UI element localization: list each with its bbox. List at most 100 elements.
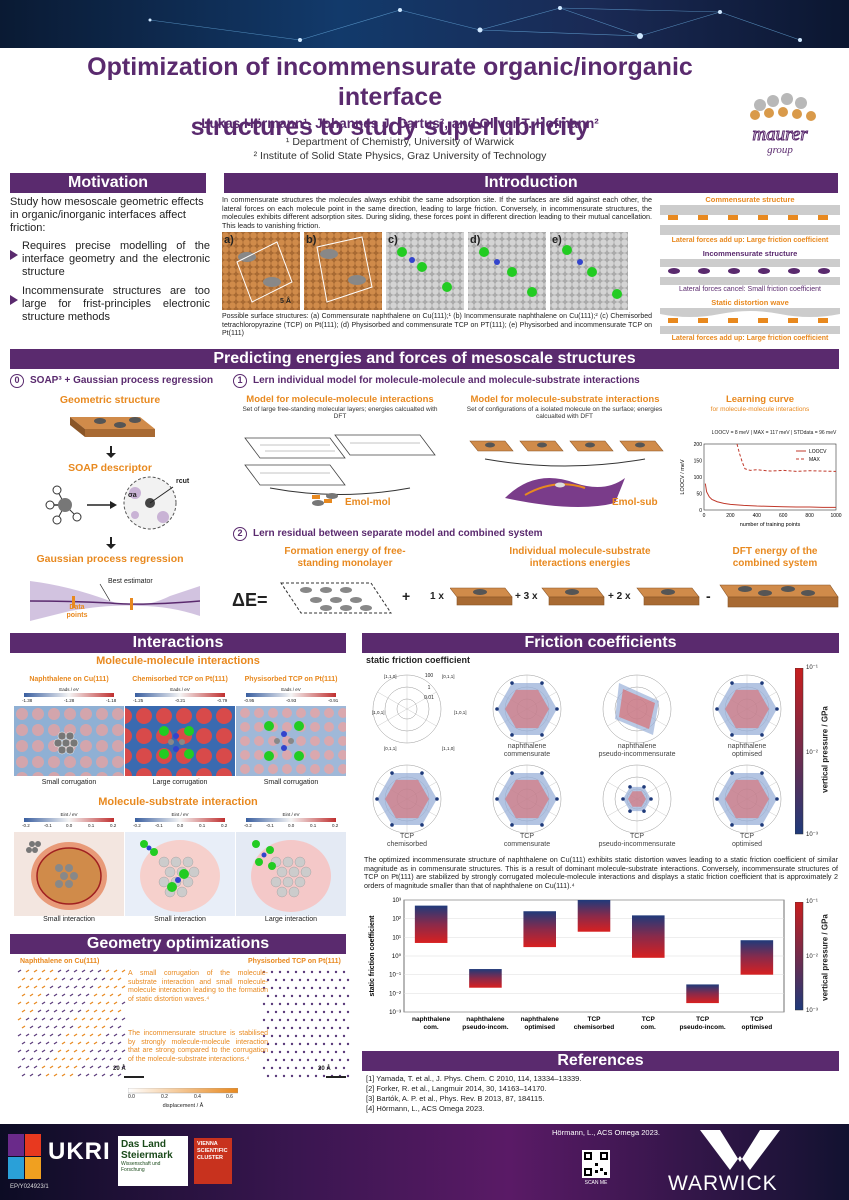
introduction-heading: Introduction [224,173,838,193]
sigma-label: σa [128,492,137,499]
molecule-dot [121,1001,126,1005]
qr-code[interactable] [582,1150,610,1178]
bar-category-label: optimised [742,1024,773,1031]
schematic-title-1: Commensurate structure [705,195,795,204]
q3-tick-3: 0.1 [310,823,317,828]
bar-category-label: pseudo-incom. [679,1024,725,1031]
molecule-dot [73,1065,78,1069]
molecule-dot [318,1018,322,1022]
molecule-dot [61,977,66,981]
molecule-dot [338,1010,342,1014]
molecule-dot [37,1025,42,1029]
ms-model-title: Model for molecule-substrate interaction… [470,394,660,405]
molecule-dot [93,1025,98,1029]
p1-tick-0: -1.38 [22,698,33,703]
polar-caption-line: optimised [732,841,762,848]
geometry-right-title: Physisorbed TCP on Pt(111) [248,958,341,965]
molecule-dot [274,1026,278,1030]
mm-maps [14,706,346,776]
individual-energies-title: Individual molecule-substrate interactio… [509,546,651,569]
molecule-dot [262,1066,266,1070]
header-banner [0,0,849,48]
molecule-dot [286,1066,290,1070]
molecule-dot [113,1001,118,1005]
p2-caption: Large corrugation [152,779,208,786]
bar-range [740,940,774,975]
molecule-dot [81,1033,86,1037]
molecule-dot [113,1017,118,1021]
polar-caption-line: optimised [732,751,762,758]
dir-3: [1,0,1] [454,710,467,715]
molecule-dot [286,1034,290,1038]
molecule-dot [310,1050,314,1054]
molecule-dot [266,1058,270,1062]
molecule-dot [73,985,78,989]
molecule-dot [282,1010,286,1014]
polar-caption-line: TCP [740,833,754,840]
formation-energy-title: Formation energy of free-standing monola… [284,546,406,569]
molecule-dot [97,1017,102,1021]
molecule-dot [37,1009,42,1013]
p3-tick-1: -0.93 [286,698,297,703]
molecule-dot [294,970,298,974]
molecule-dot [342,970,346,974]
molecule-dot [278,1034,282,1038]
q3-tick-2: 0.0 [288,823,295,828]
poster-title: Optimization of incommensurate organic/i… [40,52,740,142]
geometry-heading: Geometry optimizations [10,934,346,954]
molecule-dot [25,969,30,973]
plus-sign: + [402,588,411,604]
molecule-dot [57,1017,62,1021]
molecule-dot [29,993,34,997]
molecule-dot [109,1073,114,1077]
ms-model-graphic [469,440,664,507]
molecule-dot [45,977,50,981]
p1-cb-label: Eads / eV [59,687,79,692]
molecule-dot [49,1049,54,1053]
molecule-dot [85,1073,90,1077]
molecule-dot [101,1025,106,1029]
bar-pressure-cb-label: vertical pressure / GPa [820,914,830,1001]
molecule-dot [29,977,34,981]
molecule-dot [330,1042,334,1046]
molecule-dot [61,1025,66,1029]
molecule-dot [101,993,106,997]
step-2-label: 2 Lern residual between separate model a… [233,527,833,541]
p3-caption: Small corrugation [263,779,319,786]
molecule-dot [33,1033,38,1037]
bar-category-label: pseudo-incom. [462,1024,508,1031]
molecule-dot [306,1026,310,1030]
mm-interactions-panels: Naphthalene on Cu(111) Chemisorbed TCP o… [14,671,346,796]
molecule-dot [89,1033,94,1037]
panel-label-b: b) [306,234,317,246]
molecule-dot [346,1058,350,1062]
friction-schematics: Commensurate structure Lateral forces ad… [660,192,840,347]
dft-energy-title: DFT energy of the combined system [732,546,818,569]
polar-caption-line: TCP [630,833,644,840]
lc-xtick: 800 [805,513,814,519]
motivation-bullet-2: Incommensurate structures are too large … [10,285,210,325]
q1-cb-label: Eint / eV [60,812,78,817]
molecule-dot [21,1025,26,1029]
molecule-dot [306,1010,310,1014]
reference-item: [4] Hörmann, L., ACS Omega 2023. [366,1104,485,1113]
bar-category-label: naphthalene [412,1016,451,1023]
molecule-dot [41,1001,46,1005]
q1-tick-3: 0.1 [88,823,95,828]
lc-series-loocv [704,483,836,508]
p2-tick-0: -1.25 [133,698,144,703]
svg-text:group: group [767,144,793,156]
molecule-dot [65,1033,70,1037]
molecule-dot [322,994,326,998]
molecule-dot [41,969,46,973]
polar-plot [712,674,782,744]
ms-interactions-panels: Eint / eV Eint / eV Eint / eV -0.2 -0.1 … [14,812,346,927]
molecule-dot [21,993,26,997]
polar-caption-line: commensurate [503,841,551,848]
molecule-dot [326,1066,330,1070]
molecule-dot [286,986,290,990]
molecule-dot [29,1009,34,1013]
molecule-dot [37,977,42,981]
molecule-dot [318,1034,322,1038]
dir-5: [1,1,0] [442,746,455,751]
